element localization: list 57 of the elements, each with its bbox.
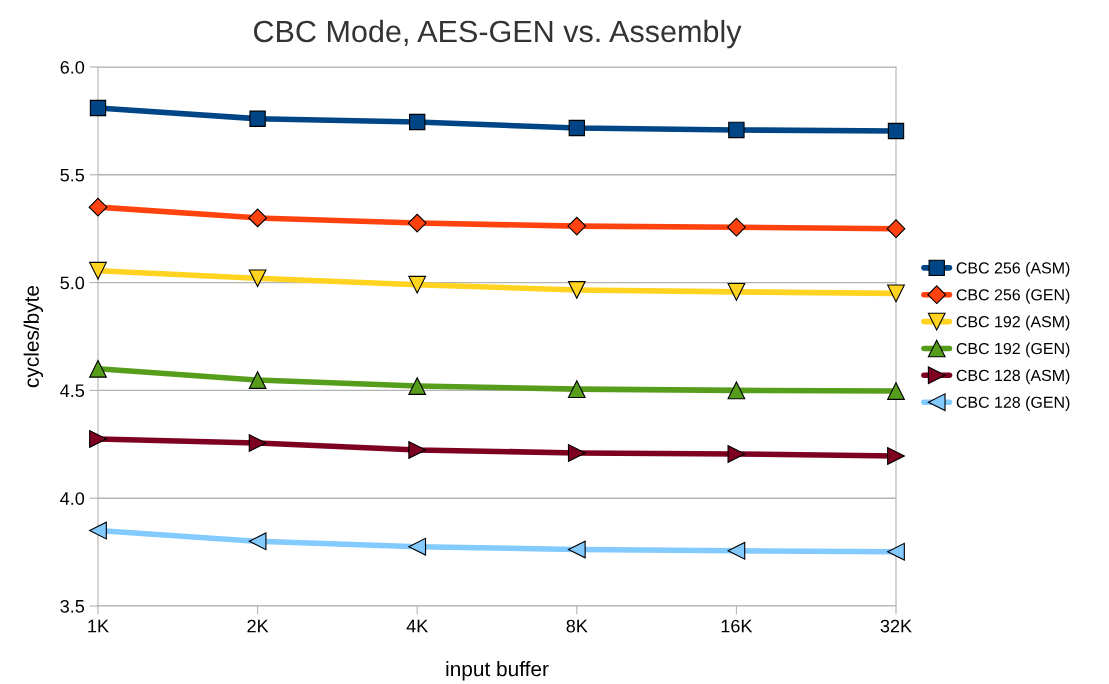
point <box>408 537 427 556</box>
point <box>408 275 427 294</box>
legend-label: CBC 192 (ASM) <box>956 315 1070 331</box>
x-tick-label: 4K <box>406 619 429 633</box>
x-tick-label: 16K <box>721 619 753 633</box>
point <box>567 216 587 236</box>
point <box>89 359 107 378</box>
x-tick-label: 1K <box>88 619 109 633</box>
point <box>727 381 746 400</box>
x-axis-title: input buffer <box>446 661 549 681</box>
legend-label: CBC 192 (GEN) <box>956 342 1070 358</box>
chart-title: CBC Mode, AES-GEN vs. Assembly <box>254 19 742 49</box>
point <box>567 540 586 559</box>
point <box>89 99 107 117</box>
point <box>567 281 586 299</box>
point <box>887 382 905 400</box>
point <box>727 282 746 301</box>
y-tick-label: 4.5 <box>60 384 85 398</box>
y-tick-label: 6.0 <box>60 60 85 74</box>
legend-label: CBC 256 (ASM) <box>956 261 1070 277</box>
point <box>89 521 107 540</box>
point <box>408 441 427 459</box>
x-tick-label: 8K <box>566 619 588 633</box>
point <box>727 445 746 463</box>
point <box>409 113 426 131</box>
point <box>88 197 108 217</box>
y-tick-label: 5.0 <box>60 276 85 290</box>
point <box>886 219 906 239</box>
y-axis-title: cycles/byte <box>23 285 44 388</box>
y-tick-label: 3.5 <box>60 599 85 613</box>
y-tick-label: 5.5 <box>60 168 85 182</box>
point <box>249 110 266 127</box>
point <box>567 380 586 398</box>
point <box>567 444 586 462</box>
x-tick-label: 32K <box>880 619 912 633</box>
point <box>887 122 905 140</box>
point <box>89 430 107 448</box>
point <box>408 377 427 395</box>
y-tick-label: 4.0 <box>60 492 85 505</box>
point <box>248 532 267 551</box>
point <box>887 284 905 303</box>
point <box>407 213 427 233</box>
point <box>89 261 107 280</box>
point <box>728 121 745 139</box>
point <box>727 541 746 560</box>
point <box>887 447 905 465</box>
legend-label: CBC 128 (ASM) <box>956 369 1070 385</box>
x-tick-label: 2K <box>247 619 269 633</box>
point <box>248 208 267 228</box>
point <box>248 269 267 288</box>
point <box>887 542 905 561</box>
point <box>248 434 267 452</box>
point <box>727 217 746 237</box>
legend-label: CBC 128 (GEN) <box>956 396 1070 412</box>
legend-label: CBC 256 (GEN) <box>956 288 1070 304</box>
point <box>568 119 585 137</box>
point <box>248 371 267 389</box>
